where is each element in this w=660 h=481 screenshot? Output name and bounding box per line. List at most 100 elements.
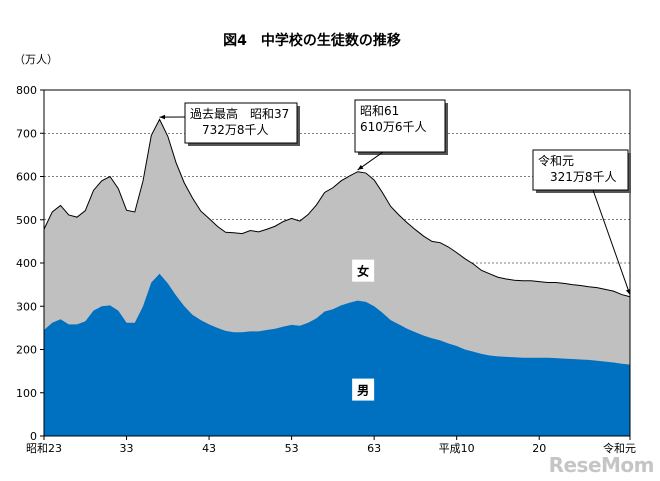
annotation-callout: 昭和61 610万6千人 bbox=[354, 99, 448, 171]
point-total bbox=[250, 230, 251, 231]
point-total bbox=[258, 231, 259, 232]
point-male bbox=[473, 351, 474, 352]
point-total bbox=[299, 220, 300, 221]
x-tick-label: 33 bbox=[120, 442, 134, 455]
point-total bbox=[415, 229, 416, 230]
point-male bbox=[374, 306, 375, 307]
point-total bbox=[539, 281, 540, 282]
annotation-text: 過去最高 昭和37 bbox=[190, 106, 289, 121]
point-male bbox=[241, 332, 242, 333]
point-male bbox=[382, 312, 383, 313]
point-male bbox=[159, 273, 160, 274]
point-male bbox=[142, 306, 143, 307]
point-male bbox=[93, 310, 94, 311]
x-tick-label: 令和元 bbox=[603, 441, 636, 455]
point-total bbox=[473, 263, 474, 264]
series-area-male bbox=[44, 273, 630, 436]
point-male bbox=[547, 357, 548, 358]
point-male bbox=[514, 357, 515, 358]
point-total bbox=[60, 205, 61, 206]
area-label: 男 bbox=[352, 378, 375, 401]
point-total bbox=[448, 246, 449, 247]
point-male bbox=[101, 306, 102, 307]
point-male bbox=[489, 355, 490, 356]
y-tick-label: 500 bbox=[16, 214, 37, 227]
point-male bbox=[266, 329, 267, 330]
point-male bbox=[274, 328, 275, 329]
annotation-callout: 令和元 321万8千人 bbox=[532, 149, 631, 295]
annotation-text: 732万8千人 bbox=[190, 123, 269, 137]
point-total bbox=[208, 218, 209, 219]
point-male bbox=[184, 306, 185, 307]
point-male bbox=[621, 363, 622, 364]
point-male bbox=[291, 324, 292, 325]
chart-title: 図4 中学校の生徒数の推移 bbox=[223, 32, 401, 49]
annotation-text: 610万6千人 bbox=[360, 120, 427, 134]
point-male bbox=[167, 283, 168, 284]
point-total bbox=[357, 171, 358, 172]
y-tick-label: 400 bbox=[16, 257, 37, 270]
point-male bbox=[68, 324, 69, 325]
area-label: 女 bbox=[352, 259, 375, 282]
point-total bbox=[341, 180, 342, 181]
point-total bbox=[431, 241, 432, 242]
y-tick-label: 300 bbox=[16, 300, 37, 313]
point-total bbox=[134, 211, 135, 212]
point-total bbox=[217, 226, 218, 227]
annotation-callout: 過去最高 昭和37 732万8千人 bbox=[159, 102, 300, 146]
point-total bbox=[118, 188, 119, 189]
point-male bbox=[299, 325, 300, 326]
point-male bbox=[497, 356, 498, 357]
annotation-text: 321万8千人 bbox=[538, 170, 617, 184]
annotation-text: 令和元 bbox=[538, 153, 574, 168]
point-total bbox=[481, 270, 482, 271]
point-total bbox=[101, 180, 102, 181]
point-male bbox=[398, 324, 399, 325]
plot-area bbox=[43, 89, 631, 437]
point-total bbox=[291, 218, 292, 219]
x-tick-label: 53 bbox=[285, 442, 299, 455]
point-total bbox=[456, 252, 457, 253]
point-male bbox=[605, 361, 606, 362]
point-total bbox=[68, 214, 69, 215]
point-male bbox=[151, 282, 152, 283]
point-total bbox=[407, 222, 408, 223]
point-male bbox=[588, 359, 589, 360]
total-outline bbox=[43, 118, 631, 298]
point-male bbox=[200, 319, 201, 320]
point-male bbox=[431, 338, 432, 339]
y-tick-label: 600 bbox=[16, 171, 37, 184]
y-tick-label: 0 bbox=[30, 430, 37, 443]
point-total bbox=[522, 280, 523, 281]
point-male bbox=[324, 311, 325, 312]
point-total bbox=[175, 162, 176, 163]
point-male bbox=[192, 314, 193, 315]
point-total bbox=[308, 214, 309, 215]
y-tick-label: 200 bbox=[16, 344, 37, 357]
watermark-logo: ReseMom bbox=[548, 453, 655, 477]
point-male bbox=[580, 359, 581, 360]
point-total bbox=[52, 211, 53, 212]
svg-text:女: 女 bbox=[357, 264, 369, 279]
point-male bbox=[481, 353, 482, 354]
point-total bbox=[225, 232, 226, 233]
point-total bbox=[506, 278, 507, 279]
x-tick-label: 20 bbox=[532, 442, 546, 455]
point-total bbox=[283, 221, 284, 222]
point-total bbox=[192, 198, 193, 199]
point-total bbox=[109, 176, 110, 177]
point-male bbox=[175, 295, 176, 296]
point-total bbox=[382, 192, 383, 193]
point-male bbox=[52, 322, 53, 323]
point-male bbox=[530, 357, 531, 358]
point-total bbox=[613, 291, 614, 292]
point-male bbox=[365, 301, 366, 302]
point-total bbox=[489, 273, 490, 274]
point-total bbox=[142, 180, 143, 181]
point-total bbox=[151, 135, 152, 136]
point-male bbox=[407, 328, 408, 329]
point-male bbox=[109, 305, 110, 306]
point-total bbox=[555, 282, 556, 283]
